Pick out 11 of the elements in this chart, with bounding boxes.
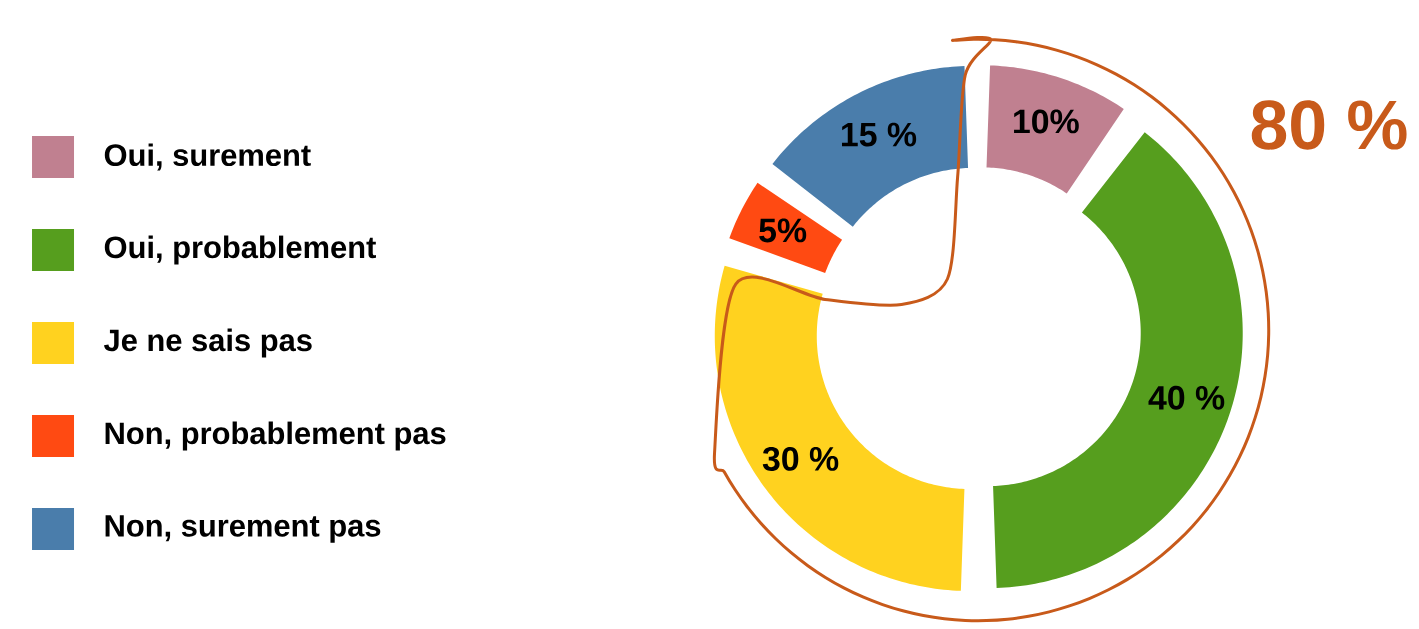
legend-label: Je ne sais pas: [104, 328, 312, 358]
text: 80 %: [1251, 100, 1407, 150]
data-label: 10%: [1014, 109, 1079, 134]
data-label: 30 %: [762, 446, 839, 471]
legend-label: Oui, probablement: [104, 235, 376, 265]
data-label: 15 %: [842, 122, 917, 147]
legend-label: Non, probablement pas: [105, 421, 446, 451]
data-label: 5%: [759, 218, 807, 243]
legend-label: Non, surement pas: [105, 515, 381, 543]
data-label: 40 %: [1148, 385, 1225, 410]
legend-label: Oui, surement: [104, 143, 311, 171]
